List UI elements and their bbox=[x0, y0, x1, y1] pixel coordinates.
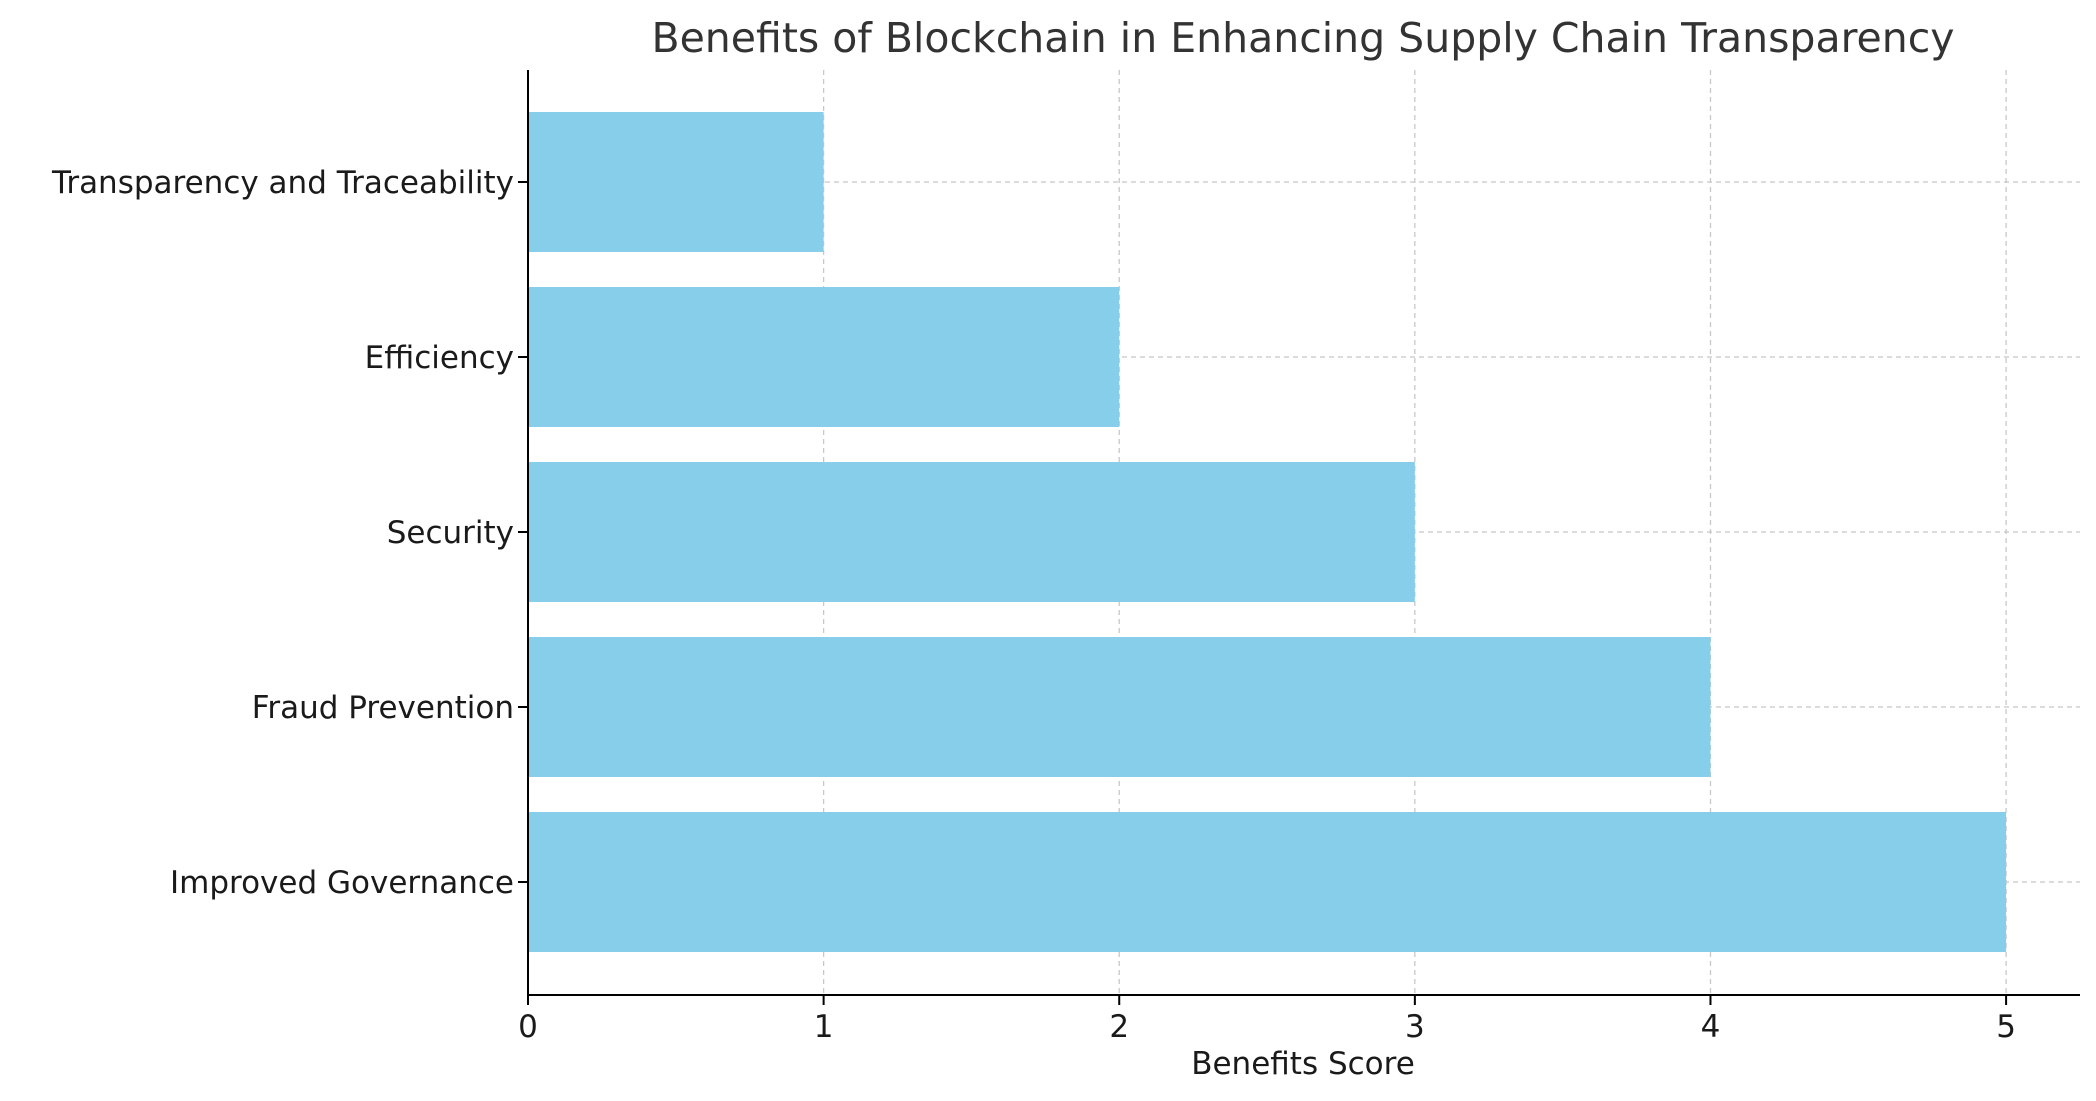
x-tick-label-3: 3 bbox=[1405, 1009, 1425, 1045]
x-tick-label-2: 2 bbox=[1109, 1009, 1129, 1045]
chart-title: Benefits of Blockchain in Enhancing Supp… bbox=[651, 14, 1954, 62]
x-tick-label-0: 0 bbox=[518, 1009, 538, 1045]
x-tick-label-1: 1 bbox=[814, 1009, 834, 1045]
x-tick-label-5: 5 bbox=[1996, 1009, 2016, 1045]
bar-1 bbox=[528, 287, 1120, 427]
x-axis-ticks: 0 1 2 3 4 5 bbox=[518, 995, 2016, 1045]
y-axis-ticks: Transparency and Traceability Efficiency S… bbox=[51, 165, 528, 901]
y-tick-label-2: Security bbox=[387, 515, 514, 551]
x-axis-label: Benefits Score bbox=[1191, 1046, 1415, 1082]
bar-3 bbox=[528, 637, 1711, 777]
y-tick-label-3: Fraud Prevention bbox=[252, 690, 514, 726]
bar-2 bbox=[528, 462, 1415, 602]
bars bbox=[528, 112, 2007, 952]
y-tick-label-0: Transparency and Traceability bbox=[51, 165, 514, 201]
y-tick-label-4: Improved Governance bbox=[170, 865, 514, 901]
bar-0 bbox=[528, 112, 824, 252]
bar-4 bbox=[528, 812, 2007, 952]
x-tick-label-4: 4 bbox=[1701, 1009, 1721, 1045]
y-tick-label-1: Efficiency bbox=[365, 340, 514, 376]
